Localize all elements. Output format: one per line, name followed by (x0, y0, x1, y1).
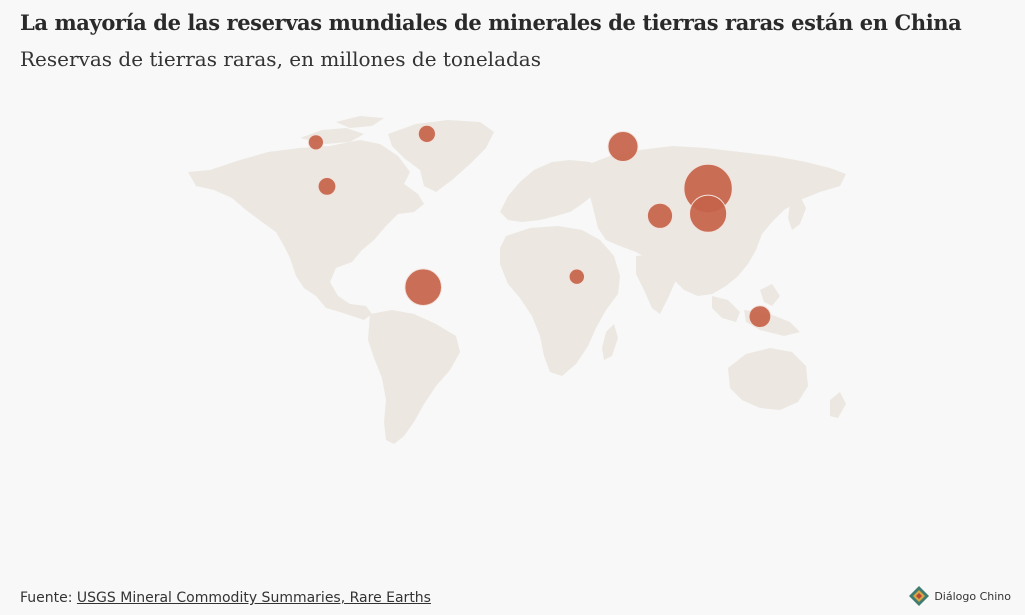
land-europe (500, 160, 604, 222)
brand-logo[interactable]: Diálogo Chino (909, 586, 1011, 606)
land-greenland (388, 120, 494, 192)
chart-title: La mayoría de las reservas mundiales de … (20, 10, 962, 35)
marker-brazil[interactable] (404, 268, 443, 306)
source-note: Fuente: USGS Mineral Commodity Summaries… (20, 590, 431, 606)
land-north-america (188, 140, 424, 320)
marker-united-states[interactable] (317, 177, 337, 196)
land-south-america (368, 310, 460, 444)
marker-australia[interactable] (748, 305, 772, 329)
world-map (188, 116, 846, 444)
dialogo-chino-diamond-icon (909, 586, 930, 606)
marker-canada[interactable] (307, 134, 324, 151)
land-africa (500, 226, 620, 376)
marker-vietnam[interactable] (689, 194, 728, 233)
land-masses (188, 116, 846, 444)
marker-tanzania[interactable] (568, 268, 585, 285)
land-australia (728, 348, 808, 410)
marker-india[interactable] (646, 202, 674, 229)
marker-greenland[interactable] (417, 124, 436, 144)
marker-russia[interactable] (607, 131, 639, 162)
land-madagascar (602, 324, 618, 360)
land-new-zealand (830, 392, 846, 418)
source-link[interactable]: USGS Mineral Commodity Summaries, Rare E… (76, 590, 431, 606)
land-japan (788, 196, 806, 230)
land-india (636, 254, 676, 314)
reserve-markers (307, 124, 772, 329)
source-label: Fuente: (20, 590, 73, 606)
chart-subtitle: Reservas de tierras raras, en millones d… (20, 47, 541, 71)
logo-text: Diálogo Chino (934, 589, 1011, 603)
land-southeast-asia (712, 284, 800, 336)
